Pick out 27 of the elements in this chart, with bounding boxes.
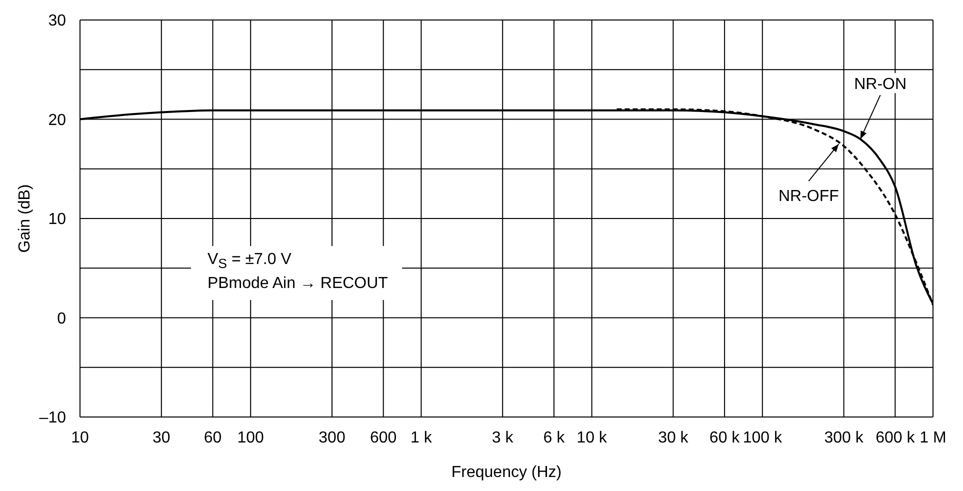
x-tick-label: 60 bbox=[204, 429, 222, 446]
y-tick-label: 20 bbox=[48, 112, 66, 129]
x-tick-label: 1 k bbox=[410, 429, 433, 446]
annotation: V$_{S}$ = ±7.0 V bbox=[207, 250, 292, 274]
y-tick-label: 0 bbox=[57, 310, 66, 328]
x-tick-label: 300 k bbox=[824, 429, 864, 446]
x-tick-label: 60 k bbox=[709, 429, 741, 446]
x-tick-label: 600 bbox=[370, 429, 397, 446]
y-tick-label: 30 bbox=[48, 12, 66, 30]
x-tick-label: 10 bbox=[71, 429, 89, 446]
x-tick-label: 10 k bbox=[576, 429, 608, 446]
x-tick-label: 600 k bbox=[876, 429, 916, 446]
x-tick-label: 300 bbox=[318, 429, 346, 446]
annotation: NR-ON bbox=[854, 76, 907, 94]
y-tick-label: –10 bbox=[39, 410, 66, 427]
y-axis-title: Gain (dB) bbox=[16, 184, 34, 253]
x-tick-label: 30 bbox=[152, 429, 170, 446]
x-tick-label: 6 k bbox=[543, 429, 566, 446]
x-tick-label: 1 M bbox=[920, 429, 946, 446]
x-tick-label: 30 k bbox=[658, 429, 690, 446]
x-tick-label: 100 k bbox=[742, 429, 783, 446]
x-axis-title: Frequency (Hz) bbox=[451, 464, 562, 481]
annotation: PBmode Ain → RECOUT bbox=[207, 274, 388, 294]
x-tick-label: 100 bbox=[237, 429, 264, 446]
annotation: NR-OFF bbox=[778, 188, 840, 206]
x-tick-label: 3 k bbox=[492, 429, 514, 446]
y-tick-label: 10 bbox=[48, 211, 66, 228]
